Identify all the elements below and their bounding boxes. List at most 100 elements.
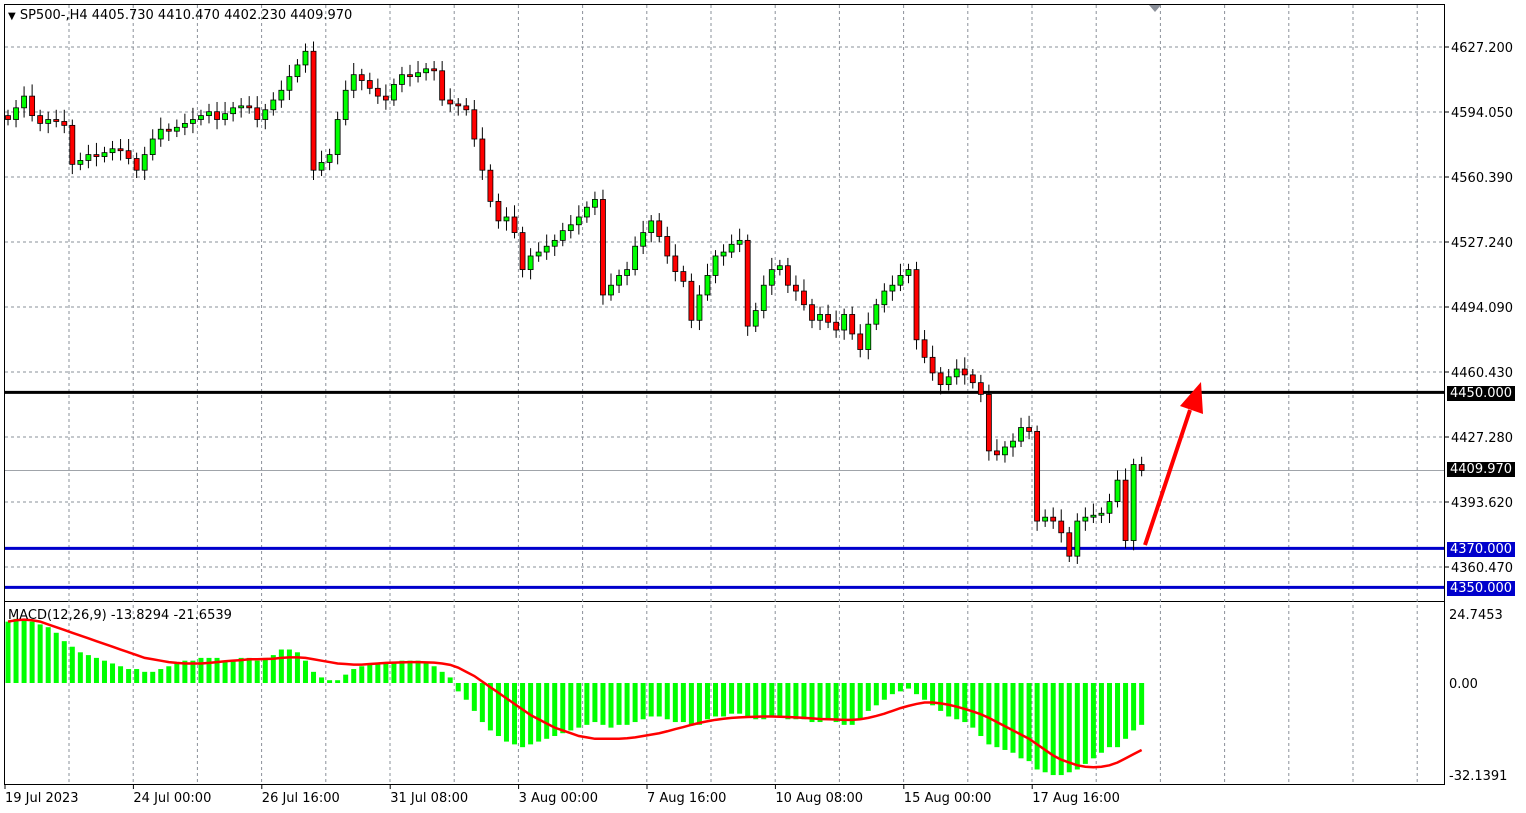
candle-bull xyxy=(535,251,542,257)
macd-bar xyxy=(608,683,614,728)
candle-bull xyxy=(230,107,237,115)
macd-bar xyxy=(495,683,501,737)
grid xyxy=(5,5,1444,784)
time-tick-label: 3 Aug 00:00 xyxy=(519,791,598,806)
macd-bar xyxy=(198,657,204,683)
candle-bull xyxy=(423,68,429,74)
macd-bar xyxy=(166,666,172,683)
macd-bar xyxy=(914,683,920,695)
macd-bar xyxy=(1082,683,1088,764)
macd-bar xyxy=(1050,683,1056,776)
candle-bear xyxy=(214,111,220,120)
candle-bull xyxy=(77,160,84,165)
macd-bar xyxy=(592,683,598,723)
candle-bear xyxy=(744,239,751,327)
macd-bar xyxy=(479,683,485,723)
macd-bar xyxy=(817,683,823,723)
macd-bar xyxy=(230,660,236,683)
candle-bull xyxy=(270,99,277,111)
chart-shift-marker-icon[interactable] xyxy=(1149,5,1161,12)
candle-bear xyxy=(511,216,518,233)
candle-bear xyxy=(680,271,687,282)
candle-bear xyxy=(471,109,478,140)
macd-bar xyxy=(624,683,630,725)
time-tick-label: 10 Aug 08:00 xyxy=(775,791,863,806)
candle-bear xyxy=(913,269,920,341)
candle-bull xyxy=(543,245,550,253)
candle-bear xyxy=(366,80,373,89)
candle-bull xyxy=(881,290,888,306)
macd-bar xyxy=(737,683,743,714)
macd-bar xyxy=(126,669,132,683)
macd-bar xyxy=(1139,683,1145,725)
time-tick-label: 17 Aug 16:00 xyxy=(1032,791,1120,806)
macd-bar xyxy=(865,683,871,711)
candle-bear xyxy=(994,450,1000,456)
candle-bear xyxy=(117,148,124,152)
price-tick-label: 4527.240 xyxy=(1451,236,1513,251)
macd-bar xyxy=(1018,683,1024,759)
chart-frame xyxy=(4,4,1445,785)
time-tick-label: 19 Jul 2023 xyxy=(5,791,79,806)
macd-bar xyxy=(825,683,831,720)
candle-bull xyxy=(897,275,904,286)
candle-bull xyxy=(728,243,735,253)
macd-bar xyxy=(1010,683,1016,753)
macd-bar xyxy=(568,683,574,731)
macd-bar xyxy=(319,677,325,683)
candle-bull xyxy=(326,154,333,163)
macd-bar xyxy=(383,663,389,683)
candle-bull xyxy=(551,239,558,247)
macd-bar xyxy=(584,683,590,725)
macd-bar xyxy=(978,683,984,737)
candle-bear xyxy=(495,200,502,222)
macd-bar xyxy=(881,683,887,700)
macd-bar xyxy=(696,683,702,725)
macd-bar xyxy=(962,683,968,723)
candle-bear xyxy=(358,74,365,81)
price-tick-label: 4494.090 xyxy=(1451,301,1513,316)
macd-bar xyxy=(423,663,429,683)
macd-bar xyxy=(13,618,19,683)
candle-bull xyxy=(1042,516,1049,522)
macd-bar xyxy=(930,683,936,706)
macd-bar xyxy=(793,683,799,720)
macd-bar xyxy=(520,683,526,748)
candle-bull xyxy=(286,76,293,91)
time-tick-label: 7 Aug 16:00 xyxy=(647,791,726,806)
candle-bull xyxy=(592,199,598,208)
candle-bear xyxy=(849,314,856,335)
candle-bull xyxy=(21,95,27,109)
candle-bear xyxy=(809,304,815,321)
macd-bar xyxy=(841,683,847,725)
candle-bear xyxy=(961,368,968,376)
macd-bar xyxy=(134,669,140,683)
macd-bar xyxy=(415,660,421,683)
candle-bull xyxy=(760,284,767,311)
macd-bar xyxy=(359,666,365,683)
candle-bull xyxy=(776,265,783,271)
candle-bear xyxy=(672,255,679,272)
price-tick-label: 4427.280 xyxy=(1451,431,1513,446)
candle-bull xyxy=(1098,512,1105,516)
candle-bull xyxy=(817,314,823,321)
candle-bear xyxy=(857,333,864,350)
candle-bull xyxy=(624,269,630,276)
price-tick-label: 4594.050 xyxy=(1451,106,1513,121)
dropdown-triangle-icon[interactable]: ▼ xyxy=(8,11,16,22)
candle-bull xyxy=(198,115,204,120)
macd-bar xyxy=(713,683,719,717)
macd-bar xyxy=(512,683,518,745)
macd-bar xyxy=(954,683,960,720)
candle-bull xyxy=(302,50,309,66)
candle-bear xyxy=(801,290,807,306)
candle-bear xyxy=(1138,464,1145,471)
candle-bear xyxy=(969,374,976,384)
candle-bull xyxy=(101,152,108,157)
macd-bar xyxy=(1026,683,1032,762)
candle-bull xyxy=(190,119,196,124)
arrow-head-icon xyxy=(1180,382,1203,414)
macd-bar xyxy=(889,683,895,695)
